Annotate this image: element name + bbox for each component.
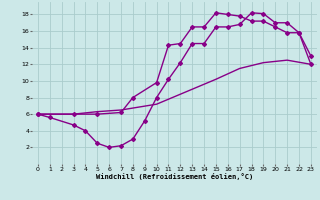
X-axis label: Windchill (Refroidissement éolien,°C): Windchill (Refroidissement éolien,°C) [96,173,253,180]
